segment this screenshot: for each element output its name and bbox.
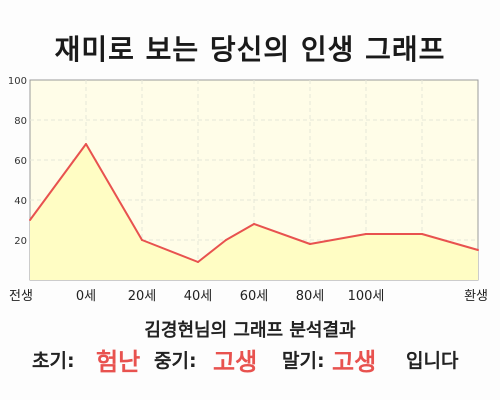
stage-suffix-box: 입니다 bbox=[406, 346, 458, 380]
life-line-segment bbox=[197, 239, 227, 263]
life-line-segment bbox=[141, 239, 199, 263]
stage-suffix: 입니다 bbox=[406, 350, 459, 372]
stage-late-label: 말기: bbox=[282, 350, 325, 372]
stage-early-value: 험난 bbox=[96, 348, 141, 376]
y-tick-label: 100 bbox=[8, 76, 27, 87]
x-tick-label: 60세 bbox=[240, 289, 269, 304]
stage-early-value-box: 험난 bbox=[96, 342, 140, 376]
y-tick-label: 60 bbox=[14, 156, 27, 167]
stage-late: 말기: bbox=[282, 346, 325, 380]
stage-early-label: 초기: bbox=[32, 350, 75, 372]
stage-early: 초기: bbox=[32, 346, 75, 380]
life-line-segment bbox=[421, 233, 479, 251]
life-area-fill bbox=[30, 144, 478, 280]
y-tick-label: 20 bbox=[14, 236, 27, 247]
x-tick-label: 환생 bbox=[464, 289, 488, 304]
life-line-segment bbox=[85, 143, 143, 241]
analysis-summary: 김경현님의 그래프 분석결과 bbox=[144, 320, 356, 341]
stage-middle-value-box: 고생 bbox=[213, 342, 257, 376]
life-line-segment bbox=[29, 143, 87, 221]
stage-middle-value: 고생 bbox=[213, 348, 258, 376]
x-tick-label: 전생 bbox=[9, 289, 33, 304]
stage-late-value-box: 고생 bbox=[332, 342, 376, 376]
x-tick-label: 20세 bbox=[128, 289, 157, 304]
x-tick-label: 0세 bbox=[76, 289, 96, 304]
y-tick-label: 40 bbox=[14, 196, 27, 207]
stage-late-value: 고생 bbox=[332, 348, 377, 376]
x-tick-label: 80세 bbox=[296, 289, 325, 304]
life-line-segment bbox=[225, 223, 255, 241]
stage-middle-label: 중기: bbox=[154, 350, 197, 372]
life-line-segment bbox=[309, 233, 367, 245]
page-title: 재미로 보는 당신의 인생 그래프 bbox=[54, 33, 446, 66]
x-tick-label: 100세 bbox=[348, 289, 385, 304]
y-tick-label: 80 bbox=[14, 116, 27, 127]
x-tick-label: 40세 bbox=[184, 289, 213, 304]
stage-middle: 중기: bbox=[154, 346, 197, 380]
life-line-segment bbox=[253, 223, 311, 245]
